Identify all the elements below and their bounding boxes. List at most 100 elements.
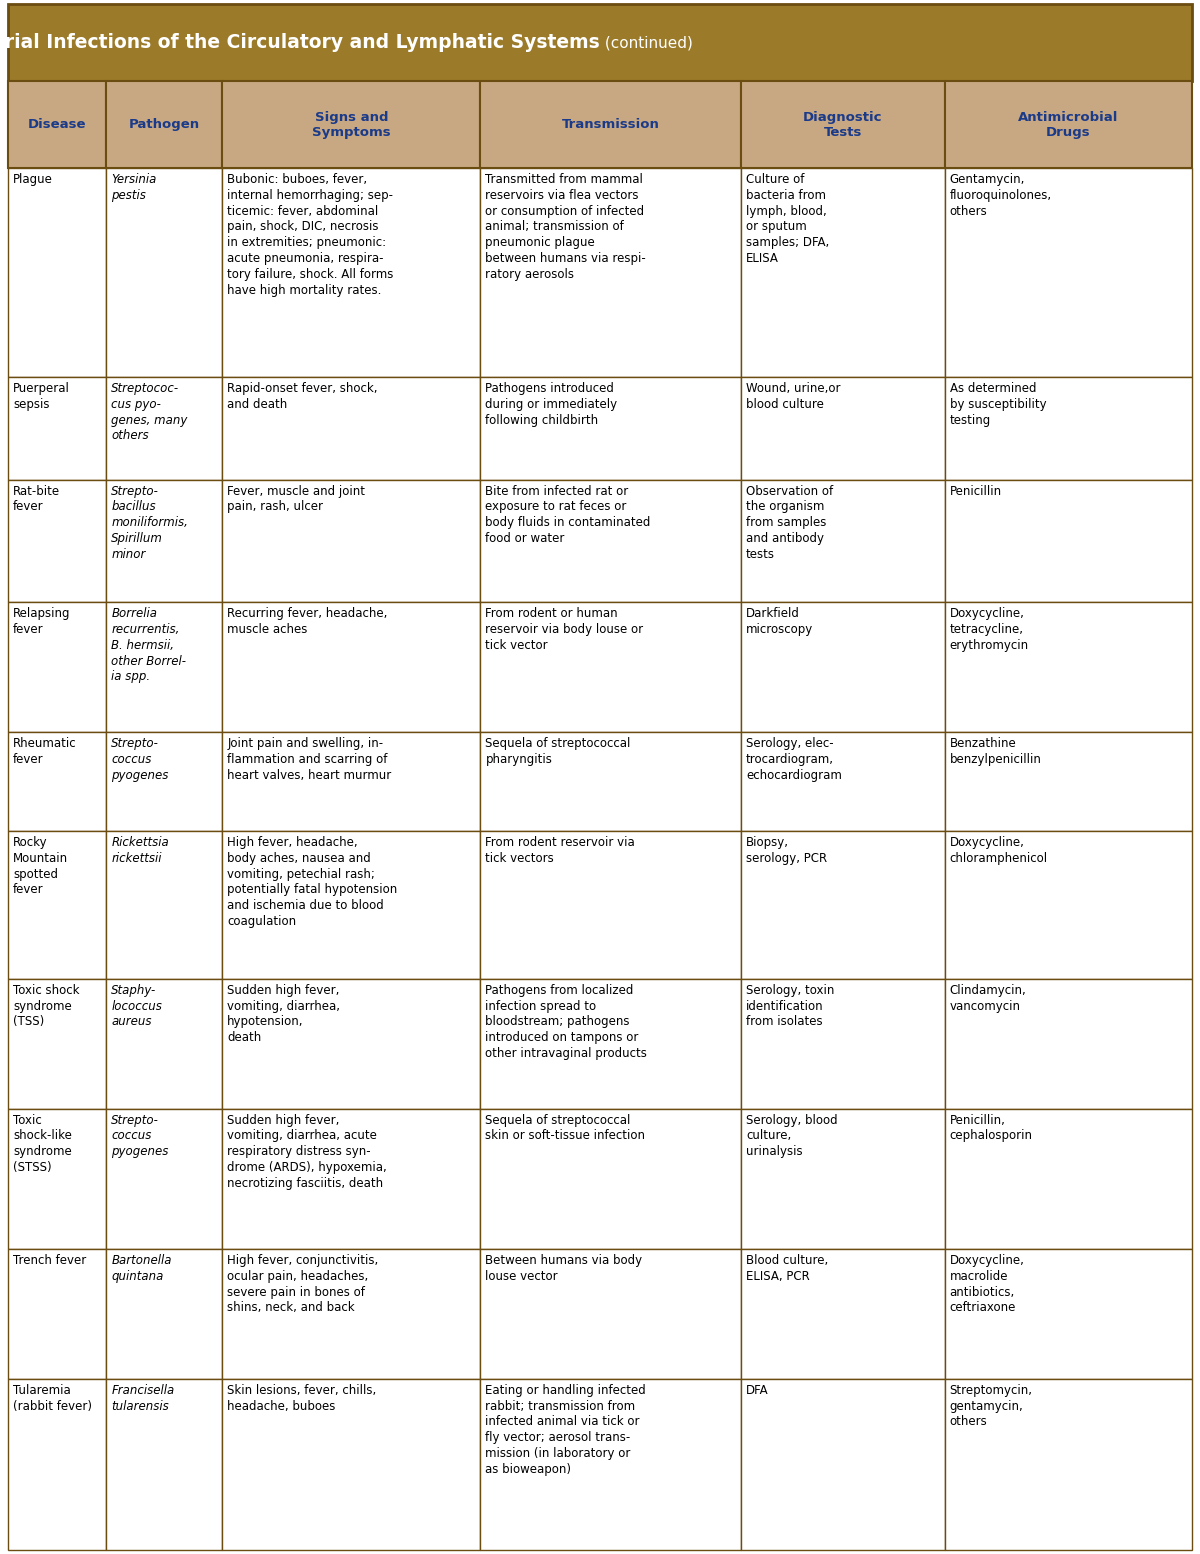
Text: Rheumatic
fever: Rheumatic fever [13,737,77,766]
Text: Strepto-
coccus
pyogenes: Strepto- coccus pyogenes [112,1114,169,1158]
Text: (continued): (continued) [600,36,692,50]
Text: Pathogen: Pathogen [128,118,200,131]
Bar [8,1378,107,1549]
Text: Tularemia
(rabbit fever): Tularemia (rabbit fever) [13,1383,92,1413]
Bar [740,1108,944,1249]
Bar [222,480,480,603]
Bar [740,378,944,480]
Text: DFA: DFA [746,1383,768,1397]
Bar [8,480,107,603]
Bar [740,979,944,1108]
Bar [740,732,944,831]
Bar [107,1378,222,1549]
Bar [944,81,1192,168]
Text: High fever, headache,
body aches, nausea and
vomiting, petechial rash;
potential: High fever, headache, body aches, nausea… [227,836,397,928]
Text: Bartonella
quintana: Bartonella quintana [112,1254,172,1284]
Bar [107,1108,222,1249]
Bar [480,81,740,168]
Bar [222,831,480,979]
Text: Fever, muscle and joint
pain, rash, ulcer: Fever, muscle and joint pain, rash, ulce… [227,485,365,513]
Text: From rodent or human
reservoir via body louse or
tick vector: From rodent or human reservoir via body … [486,608,643,651]
Bar [480,480,740,603]
Text: Disease: Disease [28,118,86,131]
Bar [8,603,107,732]
Text: Benzathine
benzylpenicillin: Benzathine benzylpenicillin [949,737,1042,766]
Text: Streptococ-
cus pyo-
genes, many
others: Streptococ- cus pyo- genes, many others [112,382,187,443]
Text: Recurring fever, headache,
muscle aches: Recurring fever, headache, muscle aches [227,608,388,636]
Text: As determined
by susceptibility
testing: As determined by susceptibility testing [949,382,1046,427]
Bar [107,168,222,378]
Text: Antimicrobial
Drugs: Antimicrobial Drugs [1018,110,1118,138]
Bar [8,378,107,480]
Text: Eating or handling infected
rabbit; transmission from
infected animal via tick o: Eating or handling infected rabbit; tran… [486,1383,646,1476]
Text: Wound, urine,or
blood culture: Wound, urine,or blood culture [746,382,840,410]
Text: Between humans via body
louse vector: Between humans via body louse vector [486,1254,642,1284]
Text: Blood culture,
ELISA, PCR: Blood culture, ELISA, PCR [746,1254,828,1284]
Text: Signs and
Symptoms: Signs and Symptoms [312,110,391,138]
Bar [222,732,480,831]
Bar [8,732,107,831]
Text: Biopsy,
serology, PCR: Biopsy, serology, PCR [746,836,827,866]
Text: Trench fever: Trench fever [13,1254,86,1267]
Bar [8,1249,107,1378]
Bar [944,1108,1192,1249]
Bar [222,1378,480,1549]
Text: Bite from infected rat or
exposure to rat feces or
body fluids in contaminated
f: Bite from infected rat or exposure to ra… [486,485,650,545]
Bar [480,1378,740,1549]
Bar [222,168,480,378]
Bar [8,831,107,979]
Bar [480,168,740,378]
Text: Doxycycline,
tetracycline,
erythromycin: Doxycycline, tetracycline, erythromycin [949,608,1028,651]
Bar [480,378,740,480]
Bar [8,5,1192,81]
Bar [740,81,944,168]
Bar [480,1108,740,1249]
Bar [222,81,480,168]
Bar [8,979,107,1108]
Text: Rocky
Mountain
spotted
fever: Rocky Mountain spotted fever [13,836,68,897]
Bar [222,1108,480,1249]
Text: Yersinia
pestis: Yersinia pestis [112,172,157,202]
Bar [107,603,222,732]
Text: Diagnostic
Tests: Diagnostic Tests [803,110,882,138]
Bar [107,378,222,480]
Text: Strepto-
coccus
pyogenes: Strepto- coccus pyogenes [112,737,169,782]
Text: Serology, toxin
identification
from isolates: Serology, toxin identification from isol… [746,984,834,1029]
Text: Plague: Plague [13,172,53,186]
Bar [222,603,480,732]
Text: Penicillin: Penicillin [949,485,1002,497]
Bar [480,979,740,1108]
Text: Culture of
bacteria from
lymph, blood,
or sputum
samples; DFA,
ELISA: Culture of bacteria from lymph, blood, o… [746,172,829,266]
Bar [740,1249,944,1378]
Bar [944,480,1192,603]
Text: Rat-bite
fever: Rat-bite fever [13,485,60,513]
Bar [944,831,1192,979]
Text: Penicillin,
cephalosporin: Penicillin, cephalosporin [949,1114,1032,1142]
Text: Toxic shock
syndrome
(TSS): Toxic shock syndrome (TSS) [13,984,79,1029]
Text: Staphy-
lococcus
aureus: Staphy- lococcus aureus [112,984,162,1029]
Text: Clindamycin,
vancomycin: Clindamycin, vancomycin [949,984,1026,1013]
Text: Transmitted from mammal
reservoirs via flea vectors
or consumption of infected
a: Transmitted from mammal reservoirs via f… [486,172,646,281]
Bar [740,480,944,603]
Bar [8,1108,107,1249]
Text: High fever, conjunctivitis,
ocular pain, headaches,
severe pain in bones of
shin: High fever, conjunctivitis, ocular pain,… [227,1254,378,1315]
Text: Doxycycline,
macrolide
antibiotics,
ceftriaxone: Doxycycline, macrolide antibiotics, ceft… [949,1254,1025,1315]
Text: Joint pain and swelling, in-
flammation and scarring of
heart valves, heart murm: Joint pain and swelling, in- flammation … [227,737,391,782]
Text: Bacterial Infections of the Circulatory and Lymphatic Systems: Bacterial Infections of the Circulatory … [0,33,600,53]
Text: Francisella
tularensis: Francisella tularensis [112,1383,174,1413]
Bar [107,732,222,831]
Bar [740,1378,944,1549]
Bar [8,81,107,168]
Text: Bubonic: buboes, fever,
internal hemorrhaging; sep-
ticemic: fever, abdominal
pa: Bubonic: buboes, fever, internal hemorrh… [227,172,394,297]
Bar [944,1249,1192,1378]
Bar [480,1249,740,1378]
Text: Transmission: Transmission [562,118,660,131]
Bar [944,979,1192,1108]
Text: From rodent reservoir via
tick vectors: From rodent reservoir via tick vectors [486,836,635,866]
Bar [107,480,222,603]
Text: Serology, blood
culture,
urinalysis: Serology, blood culture, urinalysis [746,1114,838,1158]
Bar [740,168,944,378]
Text: Skin lesions, fever, chills,
headache, buboes: Skin lesions, fever, chills, headache, b… [227,1383,377,1413]
Bar [944,1378,1192,1549]
Text: Streptomycin,
gentamycin,
others: Streptomycin, gentamycin, others [949,1383,1032,1428]
